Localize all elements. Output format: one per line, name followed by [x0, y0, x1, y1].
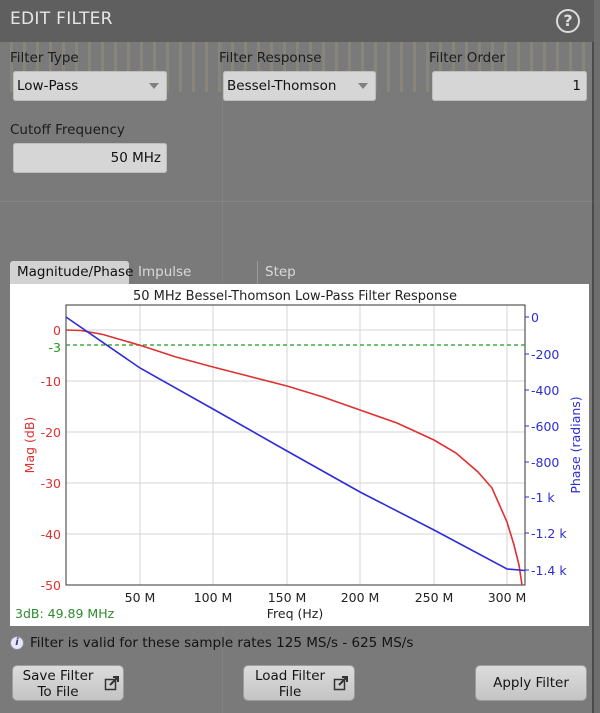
- tab-impulse-response[interactable]: Impulse Response: [138, 264, 203, 302]
- svg-text:-3: -3: [49, 340, 61, 355]
- svg-text:-1.4 k: -1.4 k: [531, 563, 567, 578]
- apply-filter-button[interactable]: Apply Filter: [476, 666, 586, 700]
- svg-text:50 M: 50 M: [125, 590, 156, 605]
- title-bar: EDIT FILTER ?: [0, 0, 594, 42]
- svg-text:200 M: 200 M: [341, 590, 380, 605]
- freq-axis-ticks: 50 M 100 M 150 M 200 M 250 M 300 M: [125, 590, 527, 605]
- load-filter-label-line1: Load Filter: [254, 668, 326, 684]
- svg-text:100 M: 100 M: [194, 590, 233, 605]
- plot-frame: [65, 304, 526, 586]
- phase-curve: [65, 316, 526, 572]
- sample-rate-info-text: Filter is valid for these sample rates 1…: [30, 635, 414, 651]
- svg-text:150 M: 150 M: [268, 590, 307, 605]
- help-icon[interactable]: ?: [556, 9, 580, 33]
- sample-rate-info: i Filter is valid for these sample rates …: [10, 635, 413, 653]
- chart-svg: 50 MHz Bessel-Thomson Low-Pass Filter Re…: [15, 289, 583, 621]
- svg-text:-30: -30: [41, 476, 61, 491]
- tab-divider: [257, 261, 258, 284]
- svg-text:-1 k: -1 k: [531, 490, 555, 505]
- svg-text:-400: -400: [531, 383, 559, 398]
- phase-axis-label: Phase (radians): [568, 396, 583, 493]
- save-filter-label-line1: Save Filter: [22, 668, 94, 684]
- filter-type-label: Filter Type: [10, 50, 79, 66]
- load-filter-button[interactable]: Load Filter File: [244, 666, 354, 700]
- mag-axis-ticks: 0 -3 -10 -20 -30 -40 -50: [41, 323, 61, 593]
- external-link-icon: [104, 676, 119, 691]
- svg-text:300 M: 300 M: [488, 590, 527, 605]
- freq-axis-label: Freq (Hz): [267, 606, 323, 621]
- cutoff-frequency-label: Cutoff Frequency: [10, 122, 125, 138]
- filter-response-value: Bessel-Thomson: [227, 78, 337, 94]
- external-link-icon: [333, 676, 348, 691]
- filter-type-dropdown[interactable]: Low-Pass: [13, 71, 167, 101]
- svg-text:-800: -800: [531, 455, 559, 470]
- svg-text:-200: -200: [531, 347, 559, 362]
- load-filter-label-line2: File: [278, 684, 302, 700]
- filter-order-label: Filter Order: [429, 50, 506, 66]
- tab-step-response[interactable]: Step Response: [265, 264, 330, 302]
- cutoff-frequency-input[interactable]: 50 MHz: [13, 143, 167, 173]
- svg-text:250 M: 250 M: [415, 590, 454, 605]
- chevron-down-icon: [149, 83, 159, 89]
- svg-text:-20: -20: [41, 425, 61, 440]
- chevron-down-icon: [358, 83, 368, 89]
- svg-text:0: 0: [53, 323, 61, 338]
- filter-response-chart: 50 MHz Bessel-Thomson Low-Pass Filter Re…: [10, 284, 589, 626]
- svg-text:0: 0: [531, 310, 539, 325]
- filter-type-value: Low-Pass: [17, 78, 79, 94]
- svg-text:-50: -50: [41, 578, 61, 593]
- cutoff-annotation: 3dB: 49.89 MHz: [15, 606, 115, 621]
- filter-response-dropdown[interactable]: Bessel-Thomson: [223, 71, 376, 101]
- save-filter-button[interactable]: Save Filter To File: [13, 666, 123, 700]
- tab-magnitude-phase[interactable]: Magnitude/Phase: [10, 261, 133, 284]
- info-icon: i: [10, 636, 24, 650]
- phase-axis-tickmarks: [525, 316, 529, 571]
- magnitude-curve: [65, 329, 523, 586]
- svg-text:-600: -600: [531, 419, 559, 434]
- filter-order-input[interactable]: 1: [432, 71, 587, 101]
- svg-text:-10: -10: [41, 374, 61, 389]
- svg-text:-40: -40: [41, 527, 61, 542]
- svg-text:-1.2 k: -1.2 k: [531, 526, 567, 541]
- save-filter-label-line2: To File: [37, 684, 79, 700]
- dialog-title: EDIT FILTER: [10, 9, 113, 29]
- phase-axis-ticks: 0 -200 -400 -600 -800 -1 k -1.2 k -1.4 k: [531, 310, 567, 578]
- mag-axis-label: Mag (dB): [22, 417, 37, 474]
- chart-grid: [66, 305, 525, 585]
- chart-title: 50 MHz Bessel-Thomson Low-Pass Filter Re…: [133, 289, 457, 304]
- background-gridline: [0, 201, 594, 202]
- filter-response-label: Filter Response: [219, 50, 322, 66]
